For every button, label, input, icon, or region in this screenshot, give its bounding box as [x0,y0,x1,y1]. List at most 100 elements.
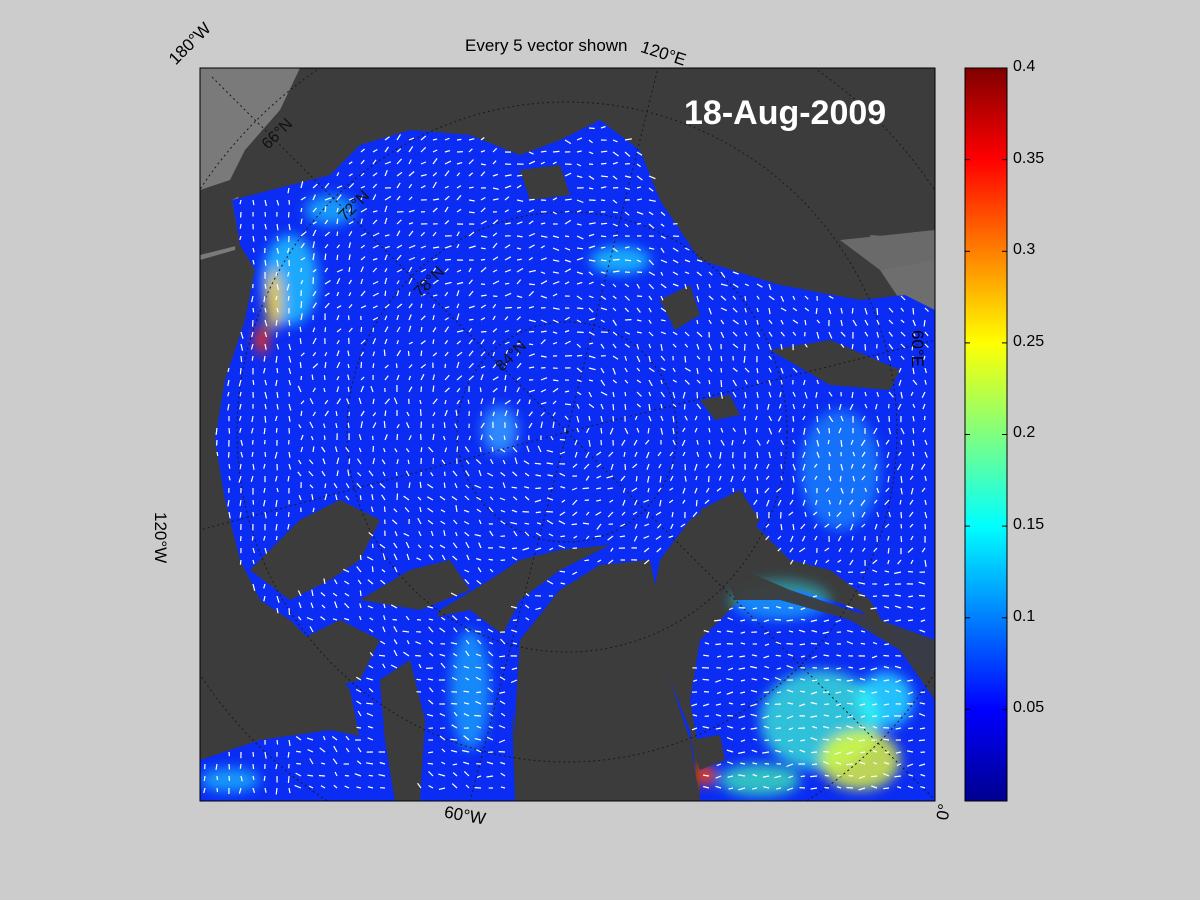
velocity-arrow [683,403,686,410]
velocity-arrow [574,451,578,458]
velocity-arrow [516,258,522,261]
velocity-arrow [365,762,374,765]
velocity-arrow [378,774,386,777]
velocity-arrow [876,307,879,315]
velocity-arrow [476,725,482,729]
velocity-arrow [308,459,314,465]
velocity-arrow [552,387,559,393]
velocity-arrow [576,199,584,204]
velocity-arrow [552,281,560,285]
velocity-arrow [417,544,422,549]
velocity-arrow [764,643,770,646]
velocity-arrow [444,340,449,345]
velocity-arrow [264,319,268,327]
velocity-arrow [408,159,412,165]
velocity-arrow [727,725,734,729]
velocity-arrow [391,519,398,525]
velocity-arrow [368,628,374,633]
velocity-arrow [357,579,362,585]
velocity-arrow [311,493,314,501]
velocity-arrow [275,523,278,531]
velocity-arrow [418,663,422,669]
velocity-arrow [408,222,414,225]
velocity-arrow [696,259,703,263]
velocity-arrow [465,677,470,681]
velocity-arrow [492,269,498,273]
velocity-arrow [297,616,302,621]
velocity-arrow [468,328,473,333]
velocity-arrow [850,439,854,445]
velocity-arrow [600,343,605,349]
velocity-arrow [475,700,482,705]
velocity-arrow [671,511,674,518]
velocity-arrow [332,618,338,621]
velocity-arrow [873,547,878,553]
velocity-arrow [227,451,230,458]
velocity-arrow [636,151,643,156]
velocity-arrow [824,774,830,777]
velocity-arrow [576,271,583,275]
velocity-arrow [898,367,902,373]
velocity-arrow [647,427,650,434]
velocity-arrow [384,245,390,249]
velocity-arrow [419,409,422,417]
velocity-arrow [744,427,747,435]
velocity-arrow [695,475,698,481]
velocity-arrow [465,650,470,657]
velocity-arrow [754,463,758,470]
velocity-arrow [647,475,650,483]
velocity-arrow [636,403,641,408]
velocity-arrow [336,244,341,249]
velocity-arrow [480,339,485,345]
velocity-arrow [239,199,242,205]
velocity-arrow [750,665,758,669]
velocity-arrow [300,375,303,381]
velocity-arrow [552,197,558,201]
velocity-arrow [740,631,746,634]
velocity-arrow [428,770,434,777]
velocity-arrow [239,559,242,565]
velocity-arrow [487,687,494,693]
velocity-arrow [395,471,398,477]
velocity-arrow [588,175,595,180]
velocity-arrow [396,171,403,177]
velocity-arrow [263,427,266,435]
velocity-arrow [828,451,832,457]
velocity-arrow [403,651,410,657]
velocity-arrow [800,739,806,742]
velocity-arrow [859,677,866,681]
velocity-arrow [576,415,580,423]
velocity-arrow [708,319,712,325]
velocity-arrow [861,415,866,422]
velocity-arrow [660,235,666,239]
velocity-arrow [851,391,854,399]
velocity-arrow [655,535,662,540]
velocity-arrow [444,150,451,153]
velocity-arrow [763,619,770,623]
velocity-arrow [924,511,928,519]
velocity-arrow [888,511,891,518]
velocity-arrow [311,589,314,597]
velocity-arrow [432,398,438,405]
velocity-arrow [696,391,699,399]
velocity-arrow [332,592,338,597]
velocity-arrow [420,135,427,141]
velocity-arrow [381,459,386,465]
velocity-arrow [502,482,506,489]
velocity-arrow [227,391,230,397]
velocity-arrow [887,475,890,483]
velocity-arrow [451,615,458,621]
velocity-arrow [909,511,914,518]
velocity-arrow [907,619,914,622]
velocity-arrow [396,280,400,285]
velocity-arrow [321,604,326,609]
velocity-arrow [876,487,880,494]
velocity-arrow [312,207,317,213]
velocity-arrow [442,435,446,441]
velocity-arrow [360,218,363,225]
velocity-arrow [775,606,782,609]
velocity-arrow [540,161,545,165]
velocity-arrow [456,303,460,309]
velocity-arrow [516,387,520,393]
velocity-arrow [576,367,583,373]
